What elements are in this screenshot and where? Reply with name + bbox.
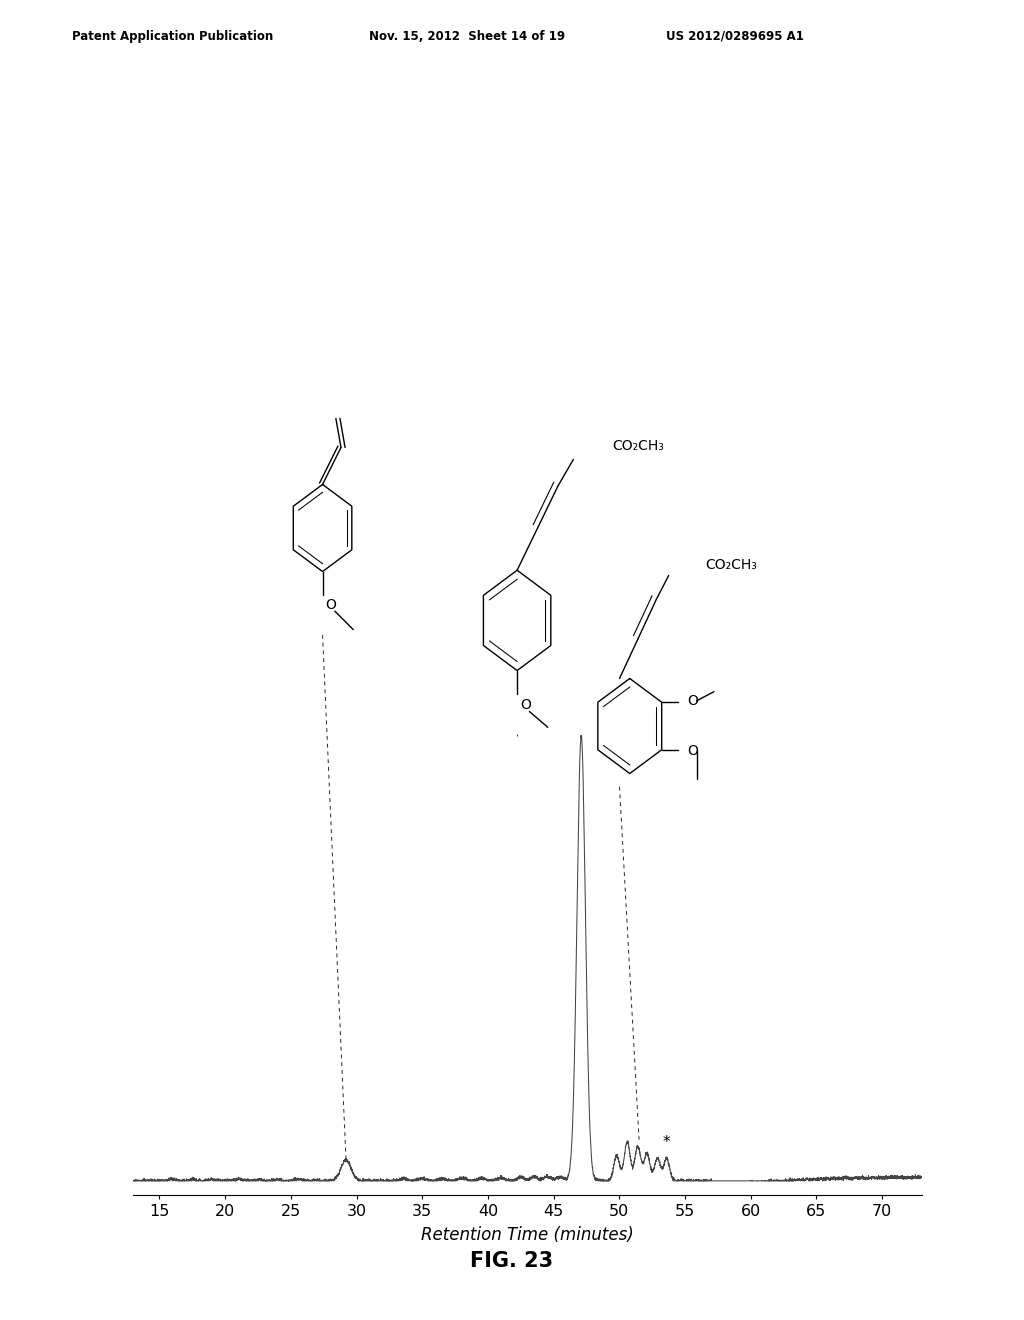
Text: O: O bbox=[520, 698, 530, 711]
Text: CO₂CH₃: CO₂CH₃ bbox=[612, 440, 665, 453]
Text: O: O bbox=[687, 744, 698, 758]
Text: CO₂CH₃: CO₂CH₃ bbox=[706, 558, 758, 572]
Text: FIG. 23: FIG. 23 bbox=[470, 1251, 554, 1271]
Text: Nov. 15, 2012  Sheet 14 of 19: Nov. 15, 2012 Sheet 14 of 19 bbox=[369, 29, 565, 42]
Text: O: O bbox=[326, 598, 336, 611]
X-axis label: Retention Time (minutes): Retention Time (minutes) bbox=[421, 1225, 634, 1243]
Text: Patent Application Publication: Patent Application Publication bbox=[72, 29, 273, 42]
Text: US 2012/0289695 A1: US 2012/0289695 A1 bbox=[666, 29, 804, 42]
Text: *: * bbox=[663, 1135, 671, 1150]
Text: O: O bbox=[687, 694, 698, 708]
